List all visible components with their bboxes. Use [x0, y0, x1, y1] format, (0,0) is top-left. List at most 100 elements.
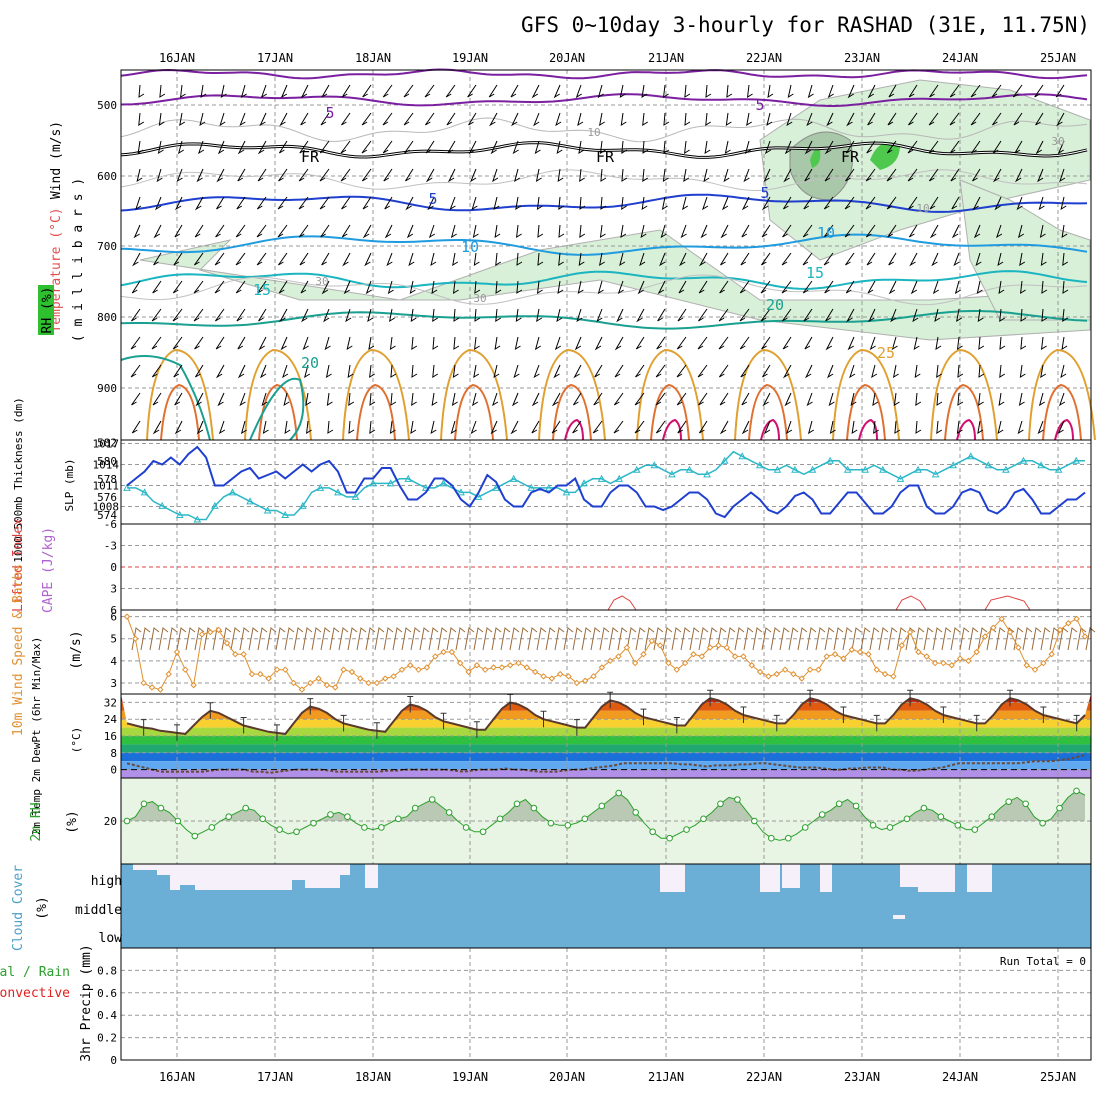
- surface-wind-barb: [1031, 627, 1042, 651]
- wind-barb: [174, 392, 183, 406]
- rh-point: [734, 796, 741, 803]
- wind-barb: [741, 392, 750, 406]
- thickness-point: [562, 488, 571, 496]
- rh-point: [869, 822, 877, 829]
- wind-barb: [277, 196, 288, 210]
- surface-wind-barb: [635, 627, 646, 651]
- wind-speed-point: [715, 642, 722, 649]
- surface-wind-barb: [734, 627, 745, 651]
- wind-barb: [1020, 308, 1027, 322]
- wind-barb: [573, 392, 582, 406]
- rh-point: [598, 802, 606, 810]
- contour-label: 20: [766, 296, 784, 314]
- wind-barb: [845, 168, 855, 182]
- wind-barb: [613, 420, 624, 434]
- wind-barb: [428, 224, 436, 239]
- surface-wind-barb: [482, 627, 493, 651]
- wind-speed-point: [1065, 620, 1072, 627]
- slp-tick-label: 1011: [93, 480, 120, 493]
- wind-barb: [718, 336, 729, 350]
- wind-barb: [278, 252, 288, 266]
- surface-wind-barb: [194, 627, 205, 651]
- wind-barb: [680, 224, 687, 239]
- wind-barb: [304, 364, 311, 379]
- wind-barb: [802, 224, 813, 238]
- rh-point: [496, 815, 504, 823]
- wind-barb: [1037, 168, 1044, 183]
- wind-speed-point: [332, 684, 339, 691]
- wind-barb: [320, 112, 330, 126]
- wind-barb: [240, 420, 247, 435]
- surface-wind-barb: [518, 627, 529, 651]
- surface-wind-barb: [131, 627, 142, 651]
- warm-contour: [244, 348, 312, 441]
- wind-barb: [533, 364, 540, 379]
- wind-barb: [928, 112, 939, 126]
- date-label-bottom: 16JAN: [159, 1070, 195, 1084]
- surface-wind-barb: [248, 627, 259, 651]
- wind-barb: [495, 308, 502, 322]
- pressure-tick-label: 900: [97, 382, 117, 395]
- li-tick-label: 0: [110, 561, 117, 574]
- wind-barb: [132, 252, 141, 267]
- thickness-point: [158, 501, 166, 509]
- wind-barb: [278, 308, 288, 323]
- wind-barb: [614, 336, 624, 351]
- wind-barb: [784, 392, 792, 407]
- wind-barb: [724, 140, 731, 155]
- wind-barb: [551, 420, 561, 434]
- rh-point: [208, 824, 216, 831]
- hot-contour: [1054, 418, 1074, 441]
- wind-barb: [556, 140, 563, 155]
- warm-contour: [552, 383, 592, 441]
- surface-wind-barb: [446, 627, 457, 651]
- wind-barb: [138, 84, 145, 98]
- wind-barb: [133, 224, 141, 239]
- wind-speed-point: [273, 666, 281, 673]
- wind-barb: [257, 168, 267, 182]
- wind-barb: [844, 196, 855, 210]
- wind-barb: [956, 420, 963, 434]
- wind-barb: [782, 224, 792, 238]
- wind-barb: [1040, 252, 1047, 266]
- surface-wind-barb: [824, 627, 835, 651]
- wind-speed-point: [681, 659, 689, 667]
- rh-point: [801, 824, 809, 831]
- rh-point: [259, 815, 266, 823]
- wind-speed-point: [573, 679, 581, 687]
- wind-barb: [614, 364, 624, 378]
- wind-barb: [151, 364, 162, 378]
- contour-label: 15: [806, 264, 824, 282]
- wind-barb: [131, 308, 141, 322]
- wind-barb: [951, 196, 960, 210]
- wind-barb: [978, 336, 985, 350]
- wind-barb: [642, 140, 649, 154]
- surface-wind-barb: [572, 627, 583, 651]
- wind-barb: [172, 308, 183, 322]
- li-tick-label: 3: [110, 583, 117, 596]
- wind-barb: [321, 84, 330, 98]
- contour-label: 5: [325, 104, 334, 122]
- wind-barb: [865, 168, 876, 182]
- wind10m-units: (m/s): [69, 630, 84, 669]
- wind-barb: [342, 252, 351, 267]
- precip-tick-label: 0.4: [97, 1009, 117, 1022]
- wind-barb: [677, 420, 687, 434]
- wind-barb: [511, 112, 519, 127]
- rh-point: [1073, 787, 1080, 795]
- wind-barb: [237, 364, 246, 379]
- rh-point: [903, 815, 911, 823]
- wind-speed-point: [1081, 633, 1089, 640]
- wind-barb: [827, 364, 834, 379]
- wind-speed-point: [865, 651, 872, 658]
- surface-wind-barb: [230, 627, 241, 651]
- wind-barb: [761, 196, 771, 211]
- wind-barb: [368, 336, 375, 350]
- wind-barb: [494, 224, 501, 238]
- wind-barb: [872, 392, 879, 406]
- wind-barb: [970, 112, 981, 126]
- precip-tick-label: 0.8: [97, 964, 117, 977]
- thickness-point: [193, 515, 202, 523]
- wind-barb: [473, 252, 480, 266]
- wind-barb: [936, 392, 943, 406]
